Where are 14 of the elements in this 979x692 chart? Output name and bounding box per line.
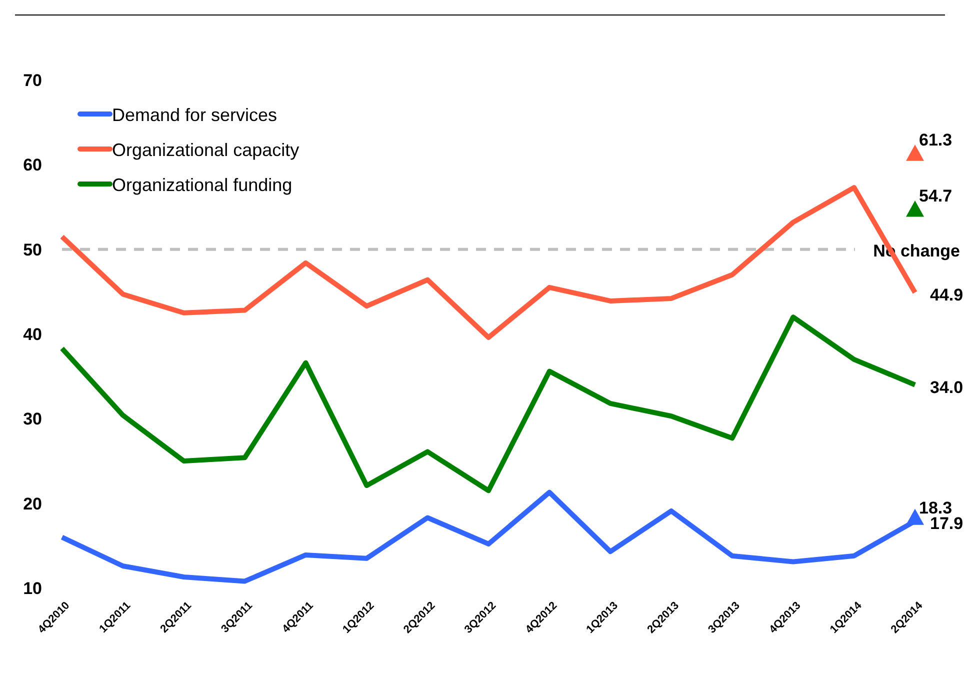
y-tick-label: 40 xyxy=(23,325,42,344)
data-label: 54.7 xyxy=(919,186,952,206)
legend-label: Organizational funding xyxy=(112,175,292,195)
data-label: 34.0 xyxy=(930,378,964,397)
y-tick-label: 70 xyxy=(23,71,42,90)
data-label: 61.3 xyxy=(919,130,952,150)
y-tick-label: 10 xyxy=(23,579,42,598)
y-tick-label: 30 xyxy=(23,410,42,429)
y-tick-label: 50 xyxy=(23,240,42,260)
legend-label: Organizational capacity xyxy=(112,140,300,160)
legend-label: Demand for services xyxy=(112,105,278,125)
y-tick-label: 60 xyxy=(23,156,42,175)
data-label: 44.9 xyxy=(930,286,964,305)
y-tick-label: 20 xyxy=(23,494,42,514)
